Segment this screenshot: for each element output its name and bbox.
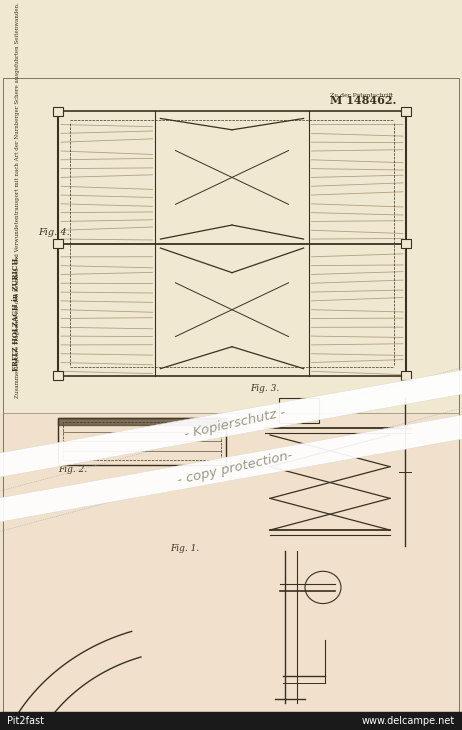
Text: Zu der Patentschrift: Zu der Patentschrift	[330, 93, 393, 98]
Bar	[401, 107, 411, 116]
Polygon shape	[0, 367, 462, 481]
Bar	[279, 399, 319, 423]
Text: - Kopierschutz -: - Kopierschutz -	[183, 406, 287, 441]
Bar	[53, 372, 63, 380]
Text: Fig. 4.: Fig. 4.	[38, 228, 70, 237]
Text: Fig. 3.: Fig. 3.	[250, 384, 279, 393]
Bar	[58, 418, 226, 464]
Bar	[53, 239, 63, 248]
Bar	[401, 239, 411, 248]
Bar	[401, 372, 411, 380]
Bar	[63, 423, 221, 460]
Text: FRITZ HOLZACH in ZURICH.: FRITZ HOLZACH in ZURICH.	[12, 255, 20, 372]
Text: Fig. 1.: Fig. 1.	[170, 544, 199, 553]
Bar	[0, 712, 462, 730]
Text: www.delcampe.net: www.delcampe.net	[362, 716, 455, 726]
Polygon shape	[0, 412, 462, 526]
Text: Pit2fast: Pit2fast	[7, 716, 44, 726]
Text: Zusammenlegbare Tragbahre fur den Kranken- und Verwundetentransport mit nach Art: Zusammenlegbare Tragbahre fur den Kranke…	[15, 2, 20, 399]
Text: - copy protection-: - copy protection-	[176, 449, 294, 487]
Bar	[0, 412, 462, 730]
Bar	[53, 107, 63, 116]
Text: Fig. 2.: Fig. 2.	[58, 465, 87, 474]
Text: M 148462.: M 148462.	[330, 95, 396, 106]
